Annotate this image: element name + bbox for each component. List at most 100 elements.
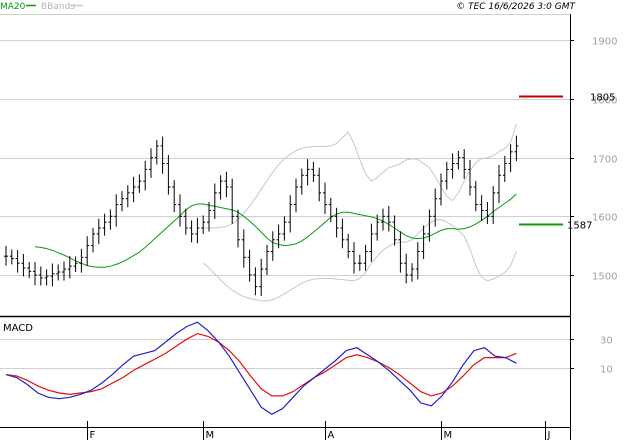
price-bar [508, 144, 513, 173]
macd-grid [0, 339, 570, 369]
price-bar [317, 167, 322, 202]
price-bar [9, 249, 14, 265]
price-bar [44, 269, 49, 286]
price-bar [207, 201, 211, 232]
price-bar [137, 174, 142, 193]
price-bar [27, 262, 32, 279]
bbands-upper-line [203, 123, 517, 229]
price-bar [456, 150, 461, 170]
price-tick-label: 1600 [592, 213, 617, 224]
price-bar [444, 161, 449, 190]
price-bar [340, 218, 345, 249]
price-tick-label: 1900 [592, 37, 617, 48]
price-bar [468, 160, 472, 196]
price-bar [311, 161, 316, 183]
ma20-line-group [34, 193, 517, 268]
price-bar [276, 224, 281, 249]
price-tick-label: 1700 [592, 155, 617, 166]
price-bar [67, 255, 72, 279]
price-bar [79, 248, 84, 273]
support-resistance-levels: 1805 1587 [519, 93, 615, 232]
price-bar [334, 207, 339, 238]
price-bar [398, 231, 403, 273]
legend-ma-label: MA20 [0, 2, 26, 12]
price-bar [96, 218, 101, 245]
price-bar [62, 261, 66, 281]
price-bar [154, 140, 159, 165]
price-bar [247, 249, 252, 282]
price-bar [224, 171, 229, 198]
price-bar [485, 201, 490, 224]
month-tick-label: A [328, 430, 335, 440]
price-bar [415, 242, 420, 280]
price-bar [114, 194, 119, 227]
support-label: 1587 [567, 221, 592, 232]
price-bar [381, 208, 385, 231]
price-bar [38, 266, 43, 286]
month-tick-label: F [90, 430, 96, 440]
price-bar [183, 208, 188, 235]
price-bar [189, 220, 194, 243]
price-bar [91, 228, 95, 253]
price-bar [50, 263, 55, 287]
price-bars [4, 135, 519, 297]
bollinger-bands [202, 123, 517, 302]
price-bar [230, 178, 235, 224]
macd-tick-label: 10 [600, 365, 613, 376]
price-bar [352, 242, 356, 274]
price-bar [479, 195, 484, 221]
price-tick-label: 1500 [592, 272, 617, 283]
price-bar [131, 176, 136, 203]
macd-axis-ticks: 10 30 [570, 336, 613, 376]
price-bar [462, 149, 467, 179]
legend-bbands-label: BBands [41, 2, 75, 12]
price-bar [259, 258, 264, 297]
price-tick-label: 1800 [592, 96, 617, 107]
price-bar [363, 244, 368, 271]
macd-line [5, 321, 517, 415]
price-bar [375, 214, 380, 241]
price-bar [56, 264, 61, 281]
macd-lines [5, 321, 517, 415]
price-bar [73, 256, 78, 273]
price-bar [201, 215, 206, 234]
price-bar [439, 173, 443, 206]
price-bar [502, 155, 507, 183]
price-bar [305, 159, 310, 186]
price-bar [4, 245, 8, 266]
price-bar [270, 231, 275, 261]
month-tick-label: M [206, 430, 215, 440]
price-bar [85, 236, 90, 266]
price-bar [160, 136, 165, 174]
price-bar [120, 191, 124, 212]
price-bar [253, 267, 258, 296]
price-bar [288, 195, 293, 233]
price-bar [497, 165, 501, 204]
price-bar [346, 233, 351, 259]
price-bar [491, 186, 496, 224]
macd-panel-title: MACD [3, 323, 33, 334]
price-bar [473, 181, 478, 212]
month-tick-label: M [444, 430, 453, 440]
price-bar [299, 168, 304, 195]
price-bar [369, 223, 374, 262]
bbands-lower-line [202, 219, 517, 302]
price-bar [265, 244, 269, 275]
price-bar [357, 254, 362, 271]
price-bar [328, 197, 333, 223]
price-bar [410, 263, 414, 282]
price-bar [212, 183, 217, 219]
price-bar [433, 188, 438, 227]
price-bar [102, 213, 107, 236]
price-bar [323, 182, 327, 214]
price-bar [404, 253, 409, 284]
month-tick-label: J [547, 430, 551, 440]
price-bar [21, 253, 26, 277]
price-bar [218, 175, 223, 200]
price-bar [386, 206, 391, 232]
copyright-timestamp: © TEC 16/6/2026 3:0 GMT [456, 2, 576, 12]
price-bar [195, 217, 200, 244]
